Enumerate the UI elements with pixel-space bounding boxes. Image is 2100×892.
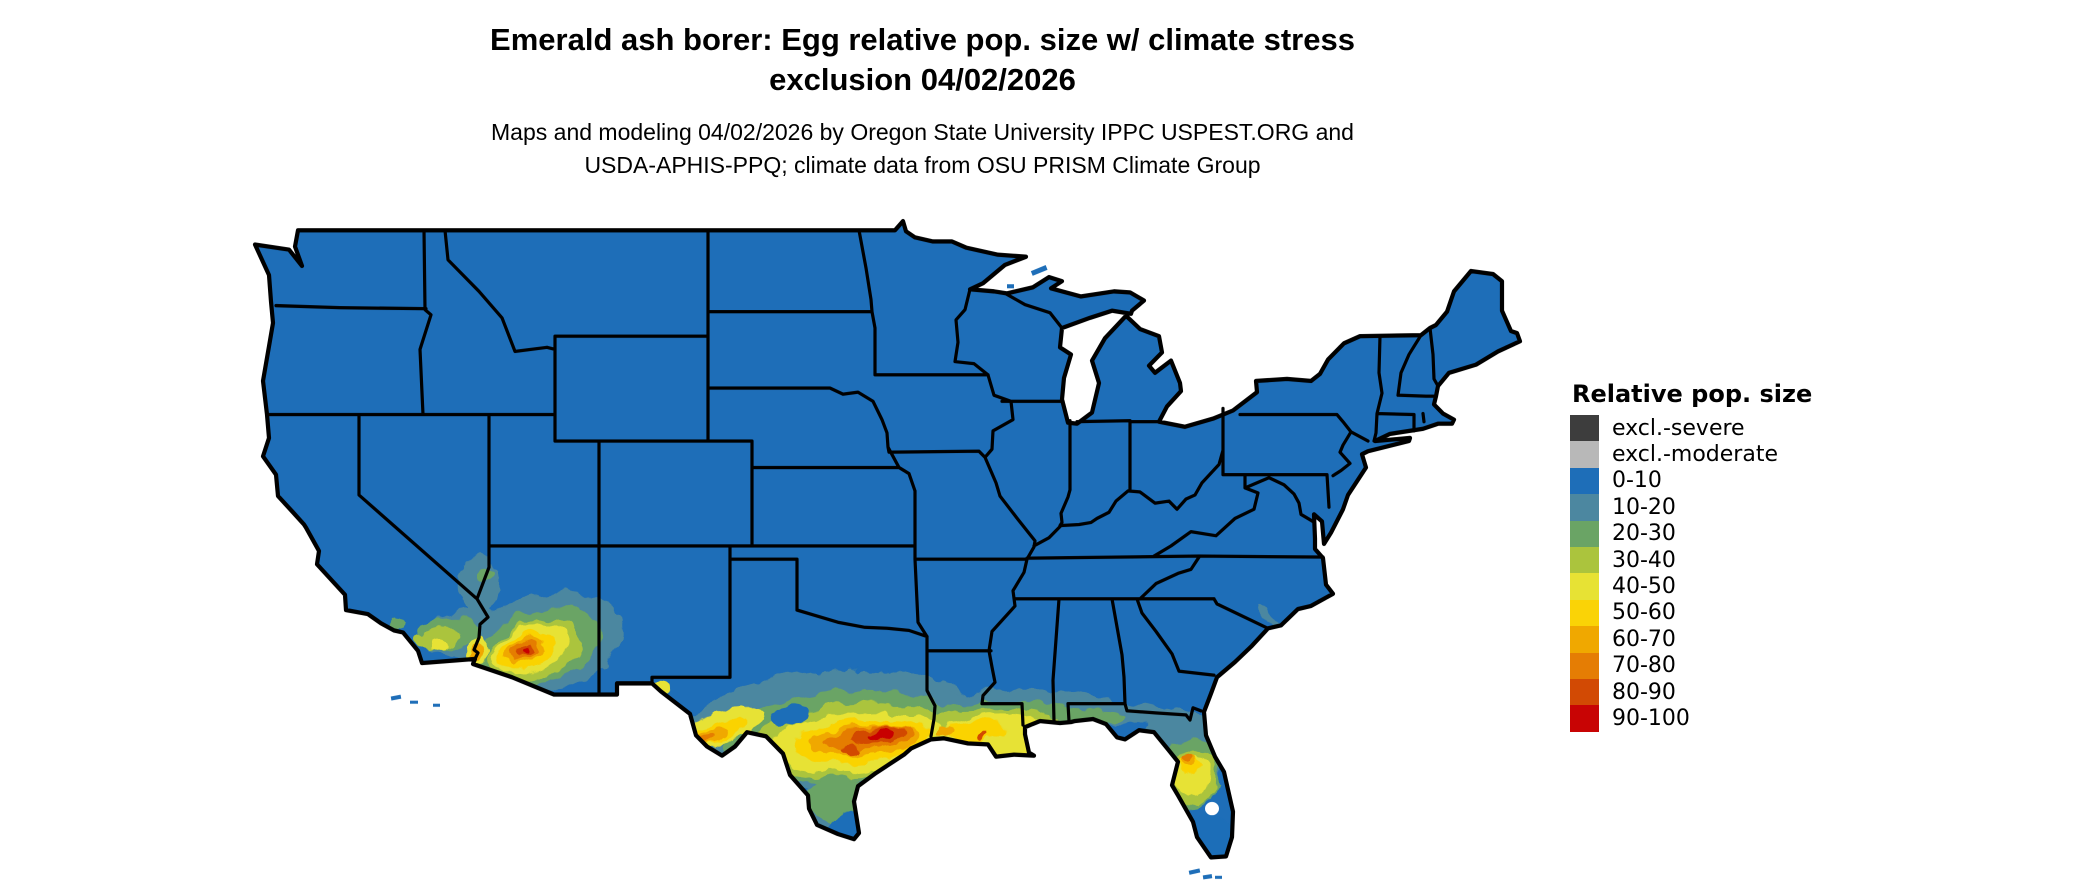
legend-swatch — [1570, 626, 1599, 654]
legend-swatch — [1570, 599, 1599, 627]
legend-item-label: 10-20 — [1612, 494, 1676, 520]
country-outline — [252, 218, 1523, 860]
legend-swatch — [1570, 441, 1599, 469]
legend-item-label: 30-40 — [1612, 547, 1676, 573]
islands-and-keys — [390, 265, 1222, 880]
legend-swatch — [1570, 652, 1599, 680]
legend-swatch — [1570, 705, 1599, 733]
legend-title: Relative pop. size — [1572, 380, 1813, 408]
legend-swatch — [1570, 573, 1599, 601]
legend-item-label: 80-90 — [1612, 679, 1676, 705]
legend-swatch — [1570, 494, 1599, 522]
legend-item-label: 0-10 — [1612, 468, 1662, 494]
legend-item-label: 70-80 — [1612, 653, 1676, 679]
legend-item: 40-50 — [1570, 573, 1870, 601]
legend-item: 60-70 — [1570, 626, 1870, 654]
page-subtitle: Maps and modeling 04/02/2026 by Oregon S… — [491, 119, 1354, 178]
legend-swatch — [1570, 678, 1599, 706]
legend-item: 10-20 — [1570, 494, 1870, 522]
legend-item: 0-10 — [1570, 467, 1870, 495]
legend-item: 90-100 — [1570, 705, 1870, 733]
legend-item-label: 60-70 — [1612, 626, 1676, 652]
lake-okeechobee — [1205, 801, 1219, 816]
legend-item-label: 50-60 — [1612, 600, 1676, 626]
legend-item: excl.-severe — [1570, 415, 1870, 442]
legend-item-label: excl.-severe — [1612, 415, 1745, 441]
legend-swatch — [1570, 546, 1599, 574]
us-map — [252, 218, 1523, 880]
page-title: Emerald ash borer: Egg relative pop. siz… — [490, 22, 1355, 97]
us-land — [255, 221, 1520, 858]
us-map-container — [245, 215, 1530, 887]
legend-item: excl.-moderate — [1570, 441, 1870, 469]
legend-item-label: 40-50 — [1612, 574, 1676, 600]
legend-item-label: excl.-moderate — [1612, 442, 1778, 468]
legend-item: 30-40 — [1570, 546, 1870, 574]
legend-item: 20-30 — [1570, 520, 1870, 548]
state-borders — [265, 228, 1440, 738]
legend-item: 50-60 — [1570, 599, 1870, 627]
legend-item: 80-90 — [1570, 678, 1870, 706]
legend-swatch — [1570, 520, 1599, 548]
legend-swatch — [1570, 415, 1599, 442]
legend-swatch — [1570, 467, 1599, 495]
legend-item-label: 90-100 — [1612, 705, 1690, 731]
map-legend: Relative pop. size excl.-severe excl.-mo… — [1570, 380, 1870, 733]
legend-item-label: 20-30 — [1612, 521, 1676, 547]
legend-item: 70-80 — [1570, 652, 1870, 680]
